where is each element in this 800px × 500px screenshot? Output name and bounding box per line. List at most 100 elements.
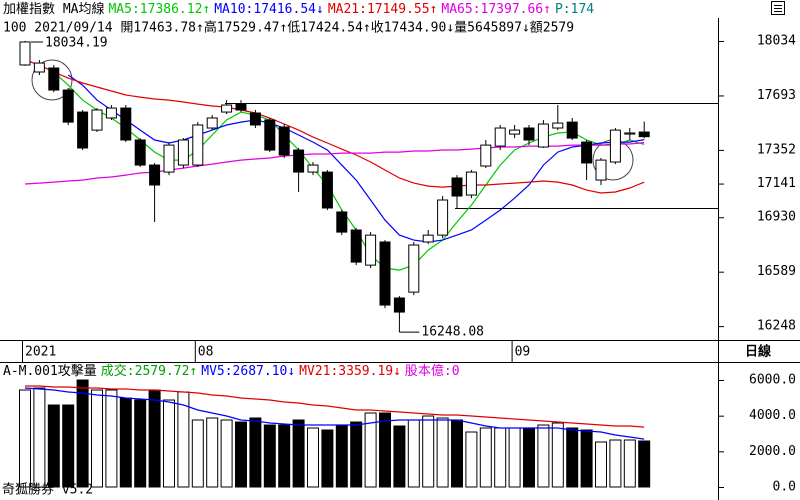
y-tick-label: 17141 (757, 176, 796, 191)
volume-bar (62, 404, 75, 488)
candle-body (264, 119, 276, 151)
ma-line (67, 74, 645, 243)
y-tick-label: 16589 (757, 264, 796, 279)
volume-bar (321, 429, 334, 488)
y-tick-label: 16930 (757, 210, 796, 225)
info-line: 100 2021/09/14 開17463.78↑高17529.47↑低1742… (3, 20, 574, 36)
volume-bar (335, 424, 348, 488)
volume-bar (191, 419, 204, 488)
volume-bar (407, 419, 420, 488)
candle-body (149, 164, 161, 186)
volume-bar (422, 415, 435, 488)
y-tick-label: 17693 (757, 88, 796, 103)
candle-body (120, 107, 132, 141)
footer: 奇狐勝券 v5.2 (2, 482, 93, 498)
candle-body (134, 139, 146, 166)
candle-body (307, 164, 319, 173)
volume-bar (163, 399, 175, 488)
candle-body (62, 89, 74, 123)
volume-bar (436, 417, 449, 488)
candle-body (206, 117, 218, 129)
volume-bar (76, 379, 89, 488)
candle-body (105, 107, 117, 119)
volume-bar (595, 441, 607, 488)
y-tick-label: 6000.0 (749, 373, 796, 388)
volume-bar (393, 425, 406, 488)
volume-bar (364, 412, 377, 488)
candle-body (609, 129, 621, 163)
candle-body (365, 234, 377, 266)
candle-body (163, 144, 175, 173)
volume-bar (47, 404, 60, 488)
legend-entry: MA5:17386.12↑ (108, 2, 210, 17)
volume-bar (479, 427, 492, 488)
volume-bar (523, 427, 535, 488)
volume-bar (292, 419, 305, 488)
volume-bar (508, 427, 521, 488)
volume-bar (249, 417, 262, 488)
volume-bar (148, 389, 161, 488)
candle-body (249, 112, 261, 126)
legend-entry: MA21:17149.55↑ (328, 2, 438, 17)
candle-body (177, 139, 189, 166)
candle-body (537, 123, 549, 148)
volume-bar (263, 424, 276, 488)
legend-entry: 加權指數 MA均線 (3, 1, 104, 17)
candle-body (48, 67, 60, 91)
volume-bar (609, 439, 622, 488)
legend-entry: 成交:2579.72↑ (101, 363, 197, 379)
volume-bar (537, 424, 550, 488)
candle-body (33, 62, 45, 73)
candle-body (552, 122, 564, 129)
candle-body (393, 297, 405, 313)
legend-entry: 股本億:0 (405, 363, 460, 379)
candle-body (77, 111, 89, 149)
candle-body (350, 229, 362, 263)
y-tick-label: 0.0 (773, 479, 796, 494)
legend-entry: MV5:2687.10↓ (201, 364, 295, 379)
candle-body (91, 109, 103, 131)
candle-body (581, 141, 593, 164)
candle-body (19, 41, 31, 66)
volume-bar (105, 389, 118, 488)
candle-body (465, 171, 477, 196)
legend: A-M.001攻擊量 成交:2579.72↑ MV5:2687.10↓ MV21:33… (3, 363, 460, 379)
volume-bar (278, 424, 291, 488)
candle-body (451, 177, 463, 197)
volume-bar (623, 439, 636, 488)
ma-line (24, 387, 645, 440)
legend: 加權指數 MA均線 MA5:17386.12↑ MA10:17416.54↓ MA21… (3, 1, 594, 17)
volume-bar (33, 387, 46, 488)
y-tick-label: 18034 (757, 34, 796, 49)
candle-body (408, 244, 420, 293)
window-icon[interactable] (771, 1, 785, 15)
legend-entry: MA10:17416.54↓ (214, 2, 324, 17)
volume-bar (638, 440, 651, 488)
volume-bar (19, 389, 31, 488)
volume-bar (350, 421, 363, 488)
candle-body (235, 103, 247, 111)
volume-bar (307, 427, 319, 488)
volume-bar (206, 417, 219, 488)
x-tick-label: 09 (515, 345, 531, 360)
candle-body (293, 149, 305, 173)
y-tick-label: 17352 (757, 142, 796, 157)
candle-body (494, 127, 506, 147)
volume-bar (220, 419, 233, 488)
volume-bar (465, 431, 478, 488)
candle-body (221, 104, 233, 113)
candle-body (422, 234, 434, 243)
y-tick-label: 16248 (757, 319, 796, 334)
legend-entry: A-M.001攻擊量 (3, 363, 97, 379)
annotation: 18034.19 (45, 35, 108, 50)
volume-bar (566, 427, 579, 488)
volume-bar (551, 422, 564, 488)
y-tick-label: 4000.0 (749, 408, 796, 423)
legend-entry: MV21:3359.19↓ (299, 364, 401, 379)
candle-body (638, 131, 650, 138)
ma-line (25, 385, 645, 428)
volume-bar (91, 389, 103, 488)
